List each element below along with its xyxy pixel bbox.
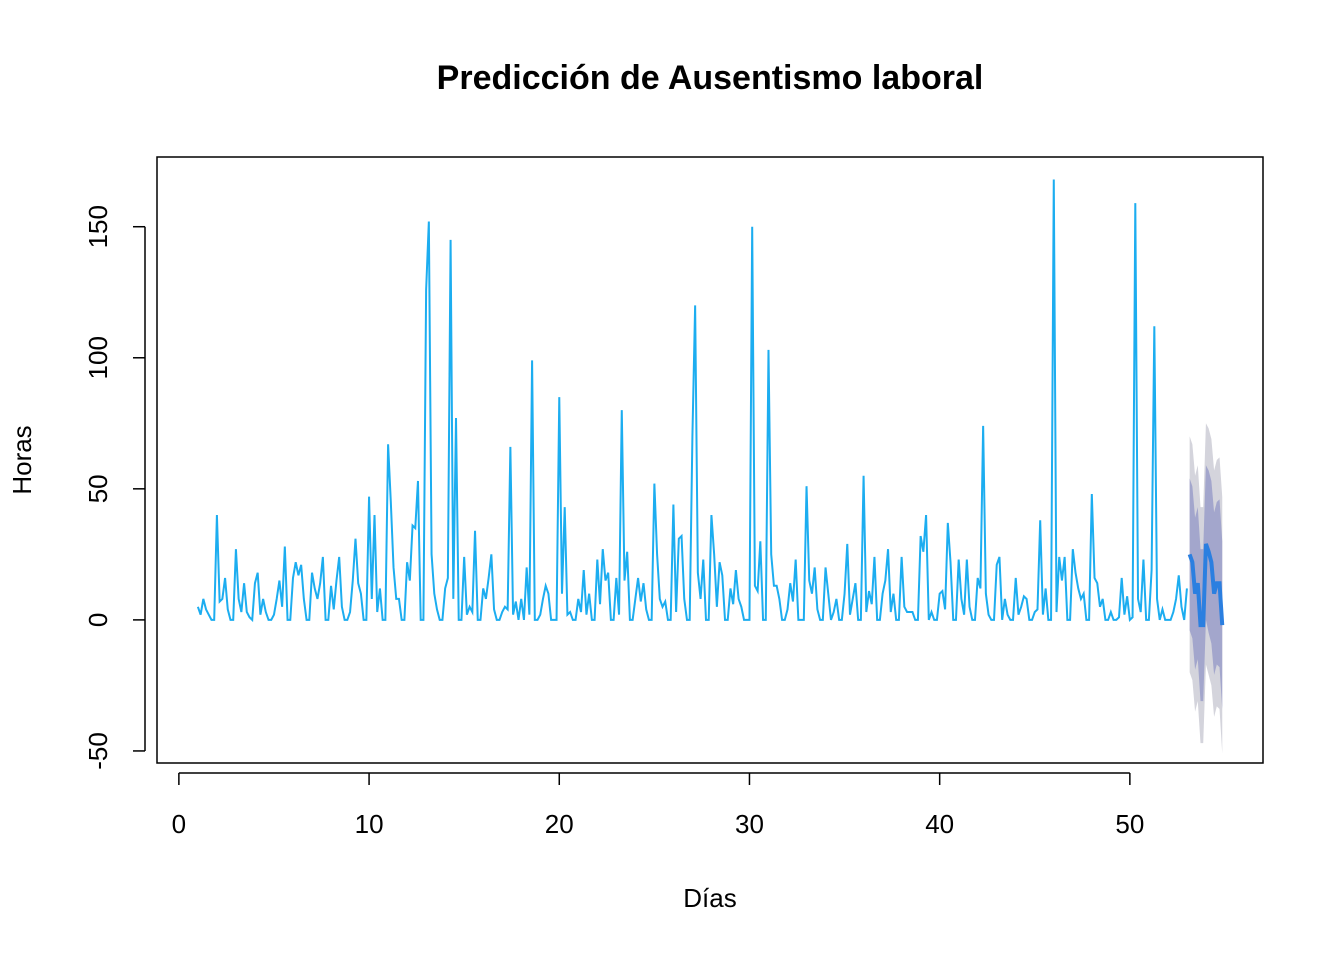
- plot-frame: [156, 156, 1264, 764]
- data-line: [196, 179, 1188, 623]
- y-tick-label: -50: [83, 732, 113, 770]
- x-tick-label: 20: [545, 809, 574, 839]
- forecast-line: [1187, 543, 1225, 628]
- x-axis-label: Días: [683, 883, 736, 913]
- y-axis-label: Horas: [7, 425, 37, 494]
- x-tick-label: 0: [172, 809, 186, 839]
- x-tick-label: 30: [735, 809, 764, 839]
- x-tick-label: 10: [355, 809, 384, 839]
- x-tick-label: 50: [1115, 809, 1144, 839]
- x-tick-label: 40: [925, 809, 954, 839]
- y-tick-label: 0: [83, 613, 113, 627]
- y-tick-label: 150: [83, 205, 113, 248]
- chart-title: Predicción de Ausentismo laboral: [437, 59, 984, 97]
- y-tick-label: 50: [83, 474, 113, 503]
- y-tick-label: 100: [83, 336, 113, 379]
